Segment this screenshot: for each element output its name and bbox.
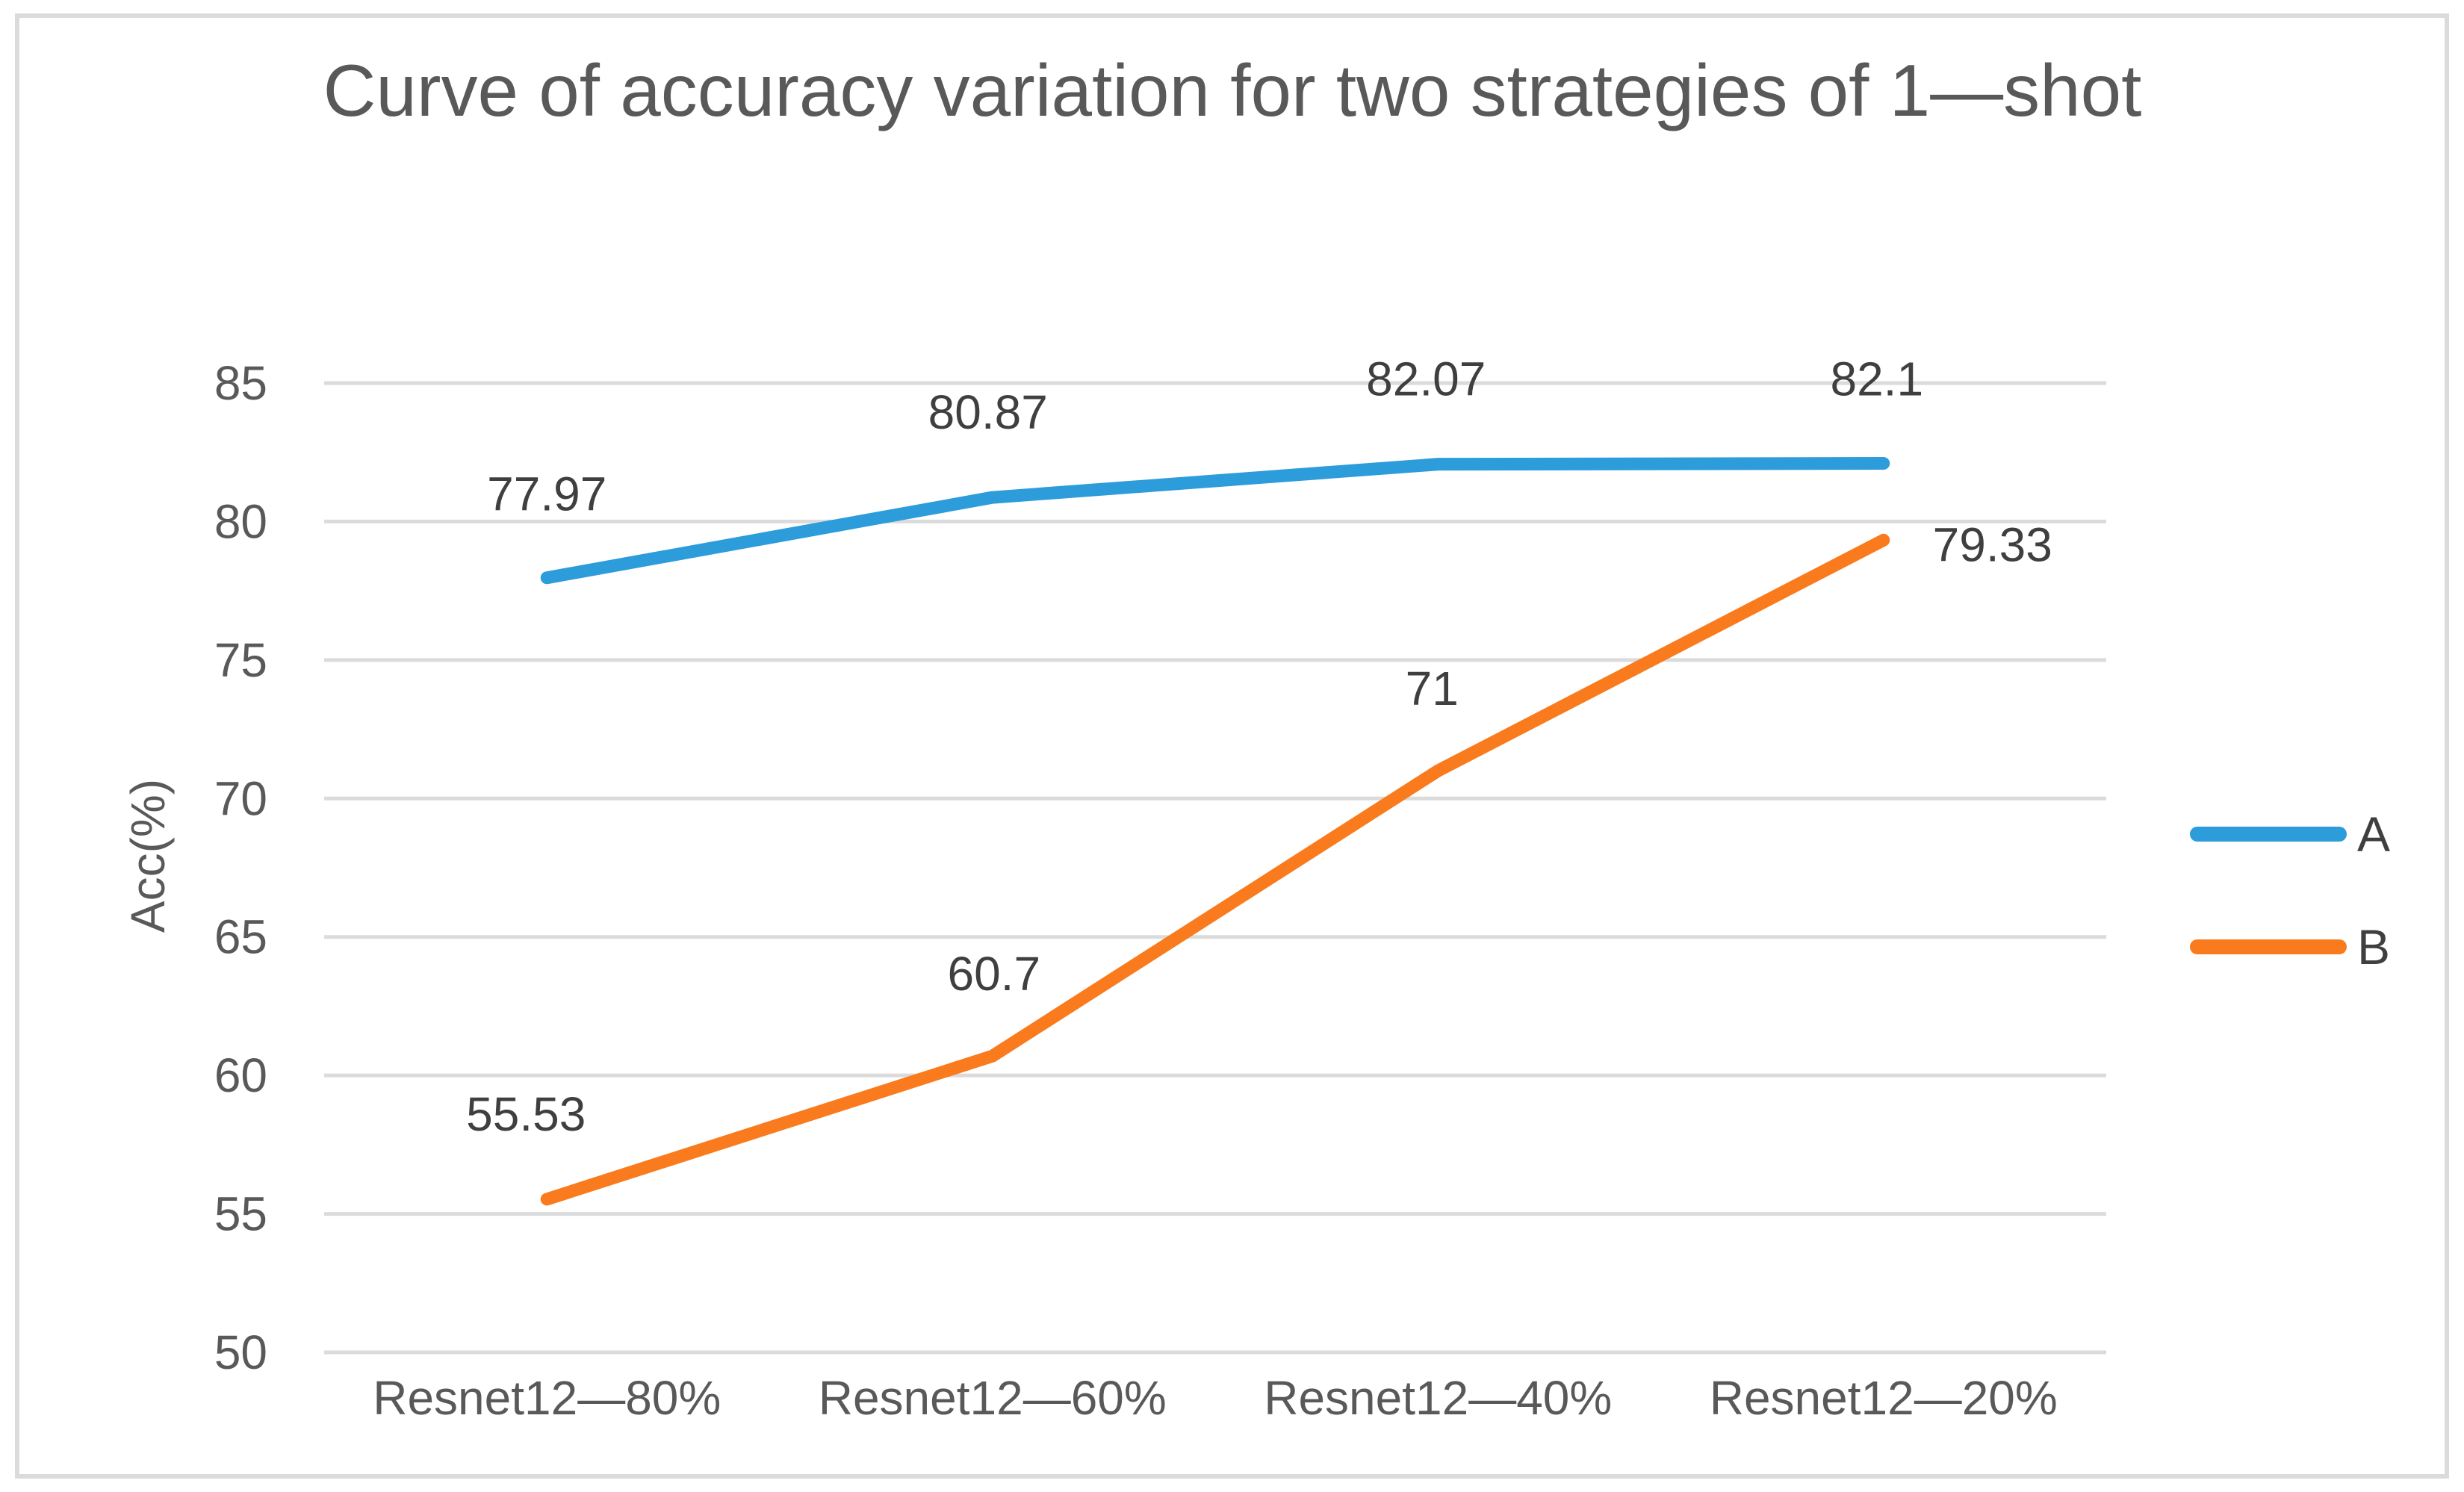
data-label: 71 (1406, 662, 1459, 715)
chart-title: Curve of accuracy variation for two stra… (323, 49, 2142, 131)
y-tick-label: 70 (214, 771, 267, 825)
y-tick-label: 80 (214, 494, 267, 548)
data-label: 80.87 (928, 385, 1048, 439)
series-line-A (540, 457, 1890, 585)
data-label: 82.1 (1830, 352, 1923, 406)
x-tick-label: Resnet12—60% (819, 1371, 1167, 1425)
data-label: 60.7 (947, 947, 1040, 1001)
y-tick-label: 65 (214, 910, 267, 964)
legend-label-A: A (2357, 806, 2390, 862)
data-label: 82.07 (1366, 352, 1486, 406)
x-tick-label: Resnet12—80% (373, 1371, 721, 1425)
data-label: 55.53 (466, 1087, 586, 1141)
y-tick-label: 50 (214, 1325, 267, 1379)
series-line-B (540, 533, 1890, 1206)
y-tick-label: 60 (214, 1048, 267, 1102)
data-label: 77.97 (487, 467, 606, 521)
legend-label-B: B (2357, 919, 2390, 975)
x-tick-label: Resnet12—40% (1264, 1371, 1612, 1425)
y-tick-label: 85 (214, 356, 267, 410)
y-tick-label: 75 (214, 633, 267, 687)
y-tick-label: 55 (214, 1187, 267, 1241)
data-label: 79.33 (1933, 517, 2052, 571)
x-tick-label: Resnet12—20% (1710, 1371, 2058, 1425)
